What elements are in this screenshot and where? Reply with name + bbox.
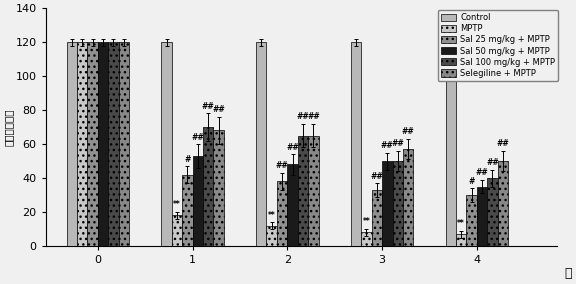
Bar: [214, 130, 224, 246]
Bar: [172, 216, 182, 246]
Text: #: #: [184, 154, 191, 164]
Y-axis label: 潜伏期（秒）: 潜伏期（秒）: [4, 108, 14, 146]
Text: ##: ##: [276, 161, 289, 170]
Bar: [382, 161, 392, 246]
Text: ##: ##: [391, 139, 404, 148]
Bar: [182, 175, 192, 246]
Bar: [77, 42, 88, 246]
Bar: [287, 164, 298, 246]
Text: ##: ##: [286, 143, 299, 152]
Text: ##: ##: [497, 139, 509, 148]
Text: ##: ##: [213, 105, 225, 114]
Bar: [498, 161, 508, 246]
Bar: [298, 135, 308, 246]
Text: ##: ##: [476, 168, 488, 177]
Bar: [98, 42, 108, 246]
Bar: [467, 195, 477, 246]
Bar: [456, 234, 467, 246]
Bar: [119, 42, 129, 246]
Text: 周: 周: [564, 267, 572, 280]
Bar: [192, 156, 203, 246]
Bar: [392, 161, 403, 246]
Text: **: **: [268, 211, 275, 220]
Text: ##: ##: [202, 102, 215, 111]
Bar: [108, 42, 119, 246]
Bar: [256, 42, 267, 246]
Bar: [487, 178, 498, 246]
Text: #: #: [468, 177, 475, 186]
Bar: [277, 181, 287, 246]
Bar: [372, 190, 382, 246]
Text: **: **: [457, 219, 465, 228]
Text: ##: ##: [191, 133, 204, 141]
Bar: [477, 187, 487, 246]
Bar: [403, 149, 414, 246]
Text: **: **: [173, 201, 181, 210]
Text: ##: ##: [297, 112, 309, 121]
Bar: [67, 42, 77, 246]
Legend: Control, MPTP, Sal 25 mg/kg + MPTP, Sal 50 mg/kg + MPTP, Sal 100 mg/kg + MPTP, S: Control, MPTP, Sal 25 mg/kg + MPTP, Sal …: [438, 10, 558, 81]
Text: **: **: [362, 218, 370, 226]
Text: ##: ##: [307, 112, 320, 121]
Text: ##: ##: [381, 141, 393, 150]
Bar: [308, 135, 319, 246]
Text: ##: ##: [402, 128, 415, 136]
Bar: [446, 42, 456, 246]
Bar: [203, 127, 214, 246]
Text: ##: ##: [370, 172, 383, 181]
Bar: [351, 42, 361, 246]
Bar: [161, 42, 172, 246]
Bar: [267, 225, 277, 246]
Bar: [88, 42, 98, 246]
Bar: [361, 232, 372, 246]
Text: ##: ##: [486, 158, 499, 167]
